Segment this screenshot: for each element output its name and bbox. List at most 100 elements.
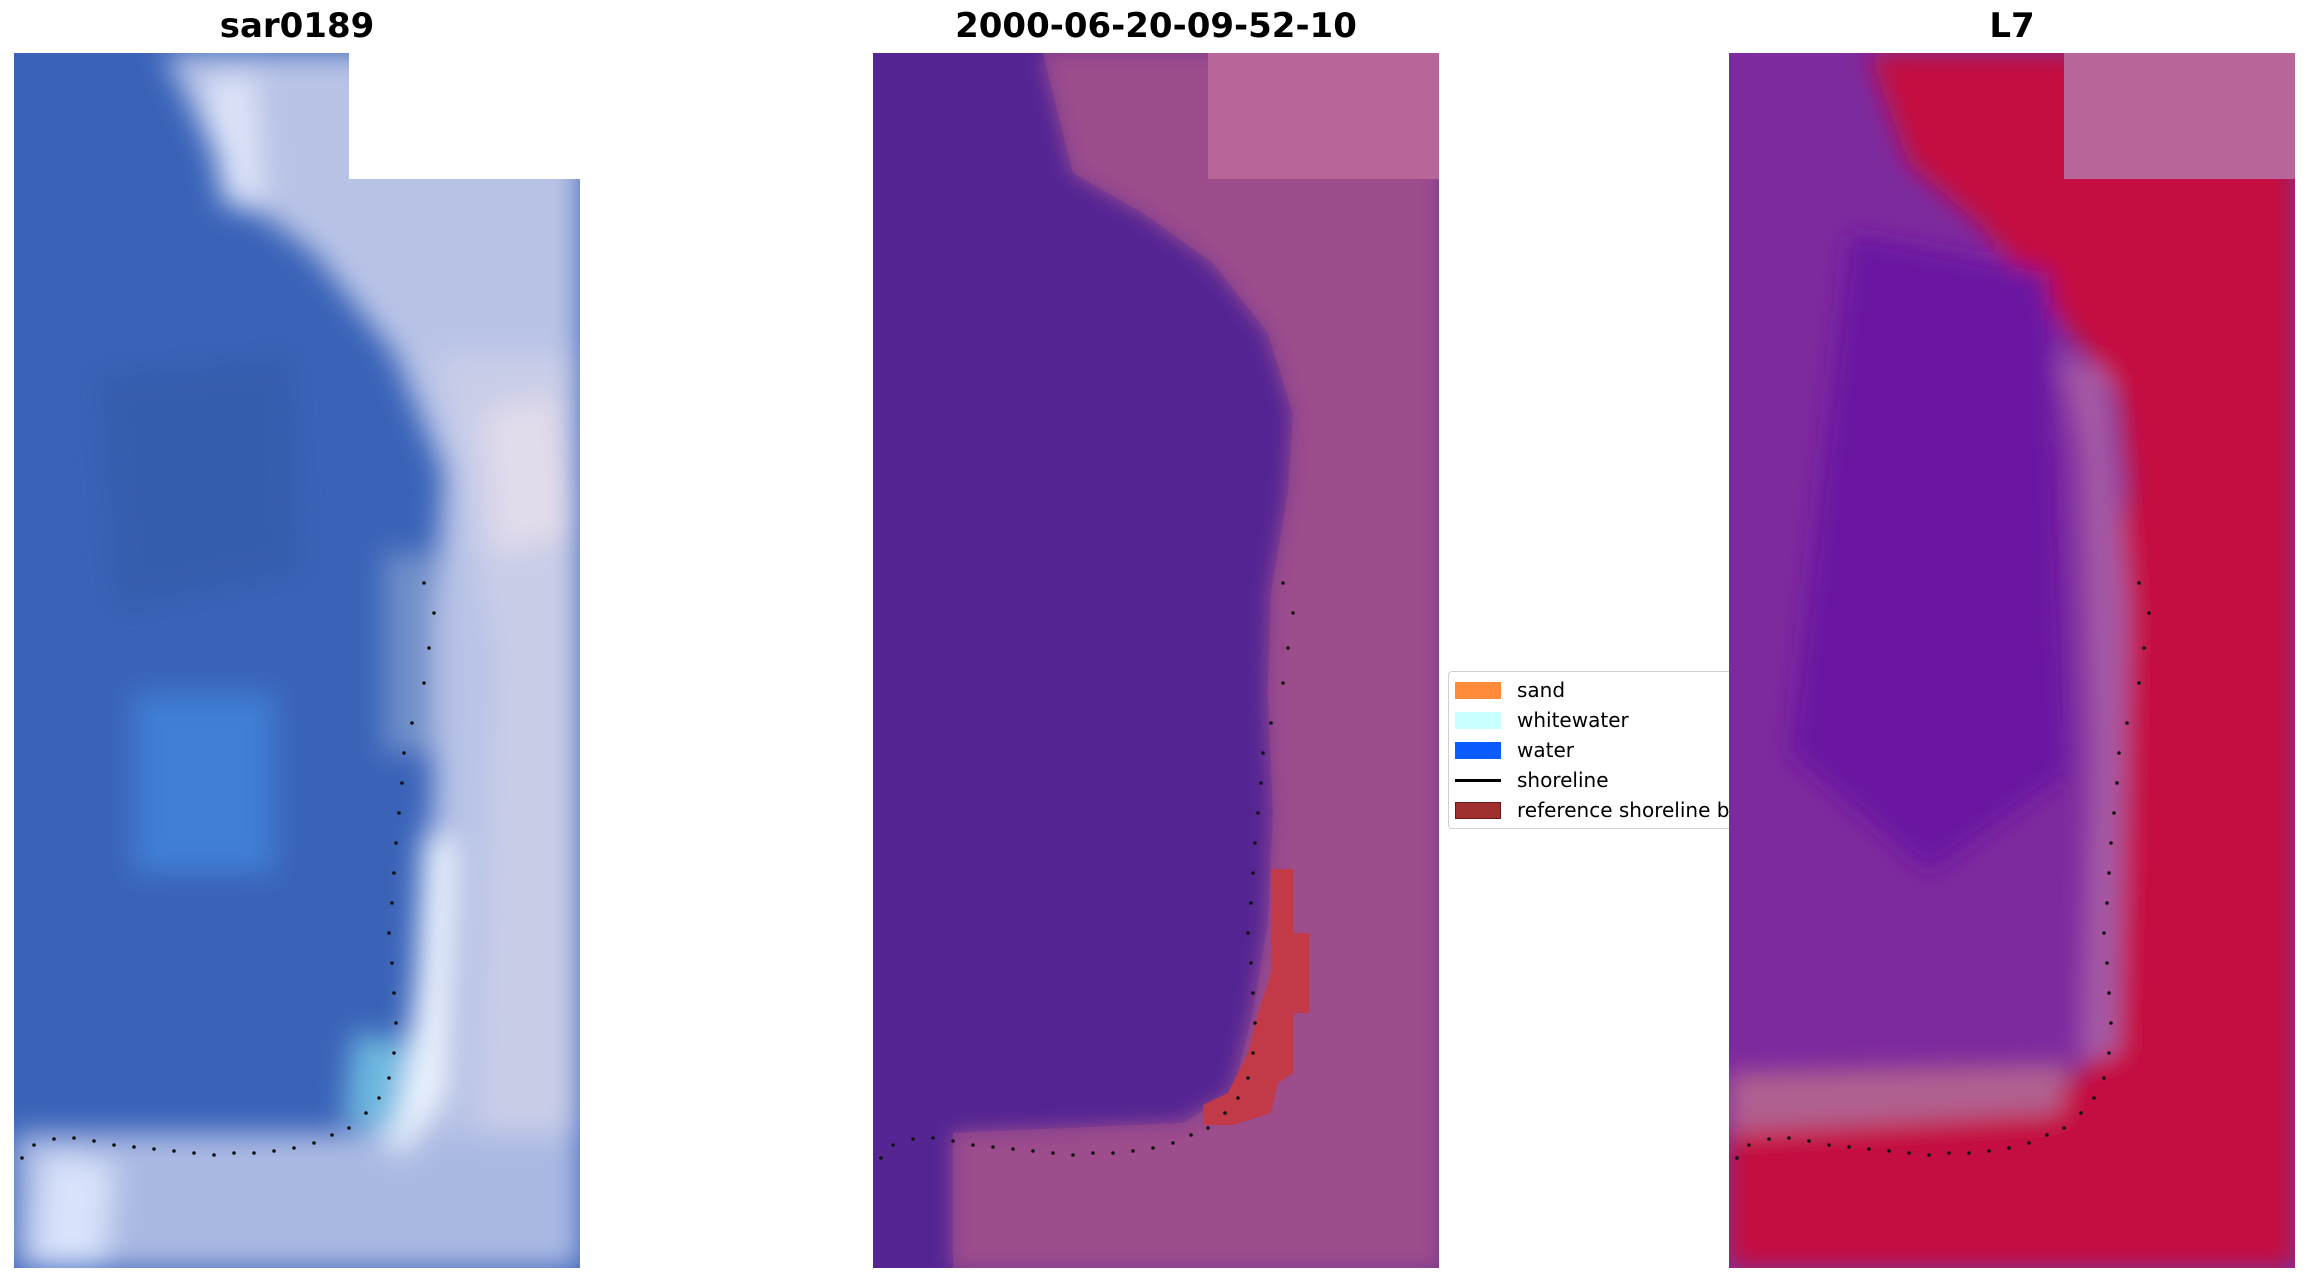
shoreline-point [330, 1133, 334, 1137]
legend-label: reference shoreline b [1517, 798, 1729, 822]
shoreline-point [1206, 1126, 1210, 1130]
shoreline-point [387, 931, 391, 935]
shoreline-point [347, 1126, 351, 1130]
shoreline-point [2107, 871, 2111, 875]
shoreline-point [879, 1156, 883, 1160]
shoreline-point [1011, 1147, 1015, 1151]
shoreline-point [1787, 1136, 1791, 1140]
shoreline-point [172, 1149, 176, 1153]
shoreline-point [1091, 1151, 1095, 1155]
shoreline-point [1927, 1153, 1931, 1157]
panel-title-rgb: sar0189 [219, 6, 375, 46]
shoreline-point [132, 1145, 136, 1149]
shoreline-point [400, 781, 404, 785]
rgb-satellite-image [14, 53, 580, 1268]
shoreline-point [1907, 1151, 1911, 1155]
reference-swatch [1455, 801, 1501, 819]
shoreline-point [2107, 1051, 2111, 1055]
shoreline-point [1291, 611, 1295, 615]
shoreline-point [394, 841, 398, 845]
shoreline-point [991, 1145, 995, 1149]
shoreline-point [1807, 1139, 1811, 1143]
legend: sand whitewater water shoreline referenc… [1448, 671, 1729, 829]
shoreline-point [312, 1141, 316, 1145]
shoreline-point [931, 1136, 935, 1140]
shoreline-point [432, 611, 436, 615]
shoreline-point [2109, 841, 2113, 845]
shoreline-point [1251, 1051, 1255, 1055]
shoreline-point [1261, 751, 1265, 755]
legend-item-shoreline: shoreline [1455, 767, 1609, 793]
shoreline-point [152, 1147, 156, 1151]
shoreline-point [394, 1021, 398, 1025]
legend-label: shoreline [1517, 768, 1609, 792]
shoreline-point [2142, 646, 2146, 650]
shoreline-point [1281, 681, 1285, 685]
shoreline-point [212, 1153, 216, 1157]
shoreline-point [1071, 1153, 1075, 1157]
shoreline-point [1735, 1156, 1739, 1160]
shoreline-point [2117, 751, 2121, 755]
shoreline-point [377, 1096, 381, 1100]
shoreline-line-swatch [1455, 778, 1501, 782]
shoreline-point [1249, 901, 1253, 905]
shoreline-point [92, 1139, 96, 1143]
shoreline-point [1259, 781, 1263, 785]
shoreline-point [2137, 581, 2141, 585]
shoreline-point [397, 811, 401, 815]
legend-item-whitewater: whitewater [1455, 707, 1629, 733]
shoreline-point [1251, 991, 1255, 995]
shoreline-point [410, 721, 414, 725]
shoreline-point [2007, 1146, 2011, 1150]
shoreline-point [2102, 1076, 2106, 1080]
shoreline-point [1253, 841, 1257, 845]
shoreline-point [2105, 961, 2109, 965]
shoreline-point [1189, 1133, 1193, 1137]
sand-swatch [1455, 681, 1501, 699]
shoreline-point [1747, 1143, 1751, 1147]
shoreline-point [390, 961, 394, 965]
legend-label: sand [1517, 678, 1566, 702]
shoreline-point [2115, 781, 2119, 785]
shoreline-point [1269, 721, 1273, 725]
shoreline-point [272, 1149, 276, 1153]
panel-title-mndwi: L7 [1989, 6, 2035, 46]
shoreline-point [1847, 1145, 1851, 1149]
shoreline-point [192, 1151, 196, 1155]
shoreline-point [72, 1136, 76, 1140]
shoreline-point [2107, 991, 2111, 995]
shoreline-point [2062, 1126, 2066, 1130]
shoreline-point [392, 991, 396, 995]
shoreline-point [387, 1076, 391, 1080]
shoreline-point [232, 1151, 236, 1155]
shoreline-point [392, 871, 396, 875]
shoreline-point [1887, 1149, 1891, 1153]
shoreline-point [1236, 1096, 1240, 1100]
shoreline-point [1767, 1137, 1771, 1141]
shoreline-point [32, 1143, 36, 1147]
water-swatch [1455, 741, 1501, 759]
shoreline-point [2147, 611, 2151, 615]
shoreline-point [2105, 901, 2109, 905]
shoreline-point [1051, 1151, 1055, 1155]
shoreline-point [1987, 1149, 1991, 1153]
shoreline-point [1253, 1021, 1257, 1025]
shoreline-point [1151, 1146, 1155, 1150]
shoreline-point [1223, 1111, 1227, 1115]
shoreline-point [971, 1143, 975, 1147]
shoreline-point [2092, 1096, 2096, 1100]
shoreline-point [1131, 1149, 1135, 1153]
shoreline-point [2027, 1141, 2031, 1145]
shoreline-point [2102, 931, 2106, 935]
shoreline-point [1249, 961, 1253, 965]
shoreline-point [252, 1151, 256, 1155]
shoreline-point [1827, 1143, 1831, 1147]
shoreline-point [2112, 811, 2116, 815]
classified-image [873, 53, 1439, 1268]
shoreline-point [1111, 1151, 1115, 1155]
shoreline-point [2109, 1021, 2113, 1025]
shoreline-point [392, 1051, 396, 1055]
legend-item-water: water [1455, 737, 1574, 763]
reference-buffer [1203, 869, 1309, 1125]
shoreline-point [1867, 1147, 1871, 1151]
